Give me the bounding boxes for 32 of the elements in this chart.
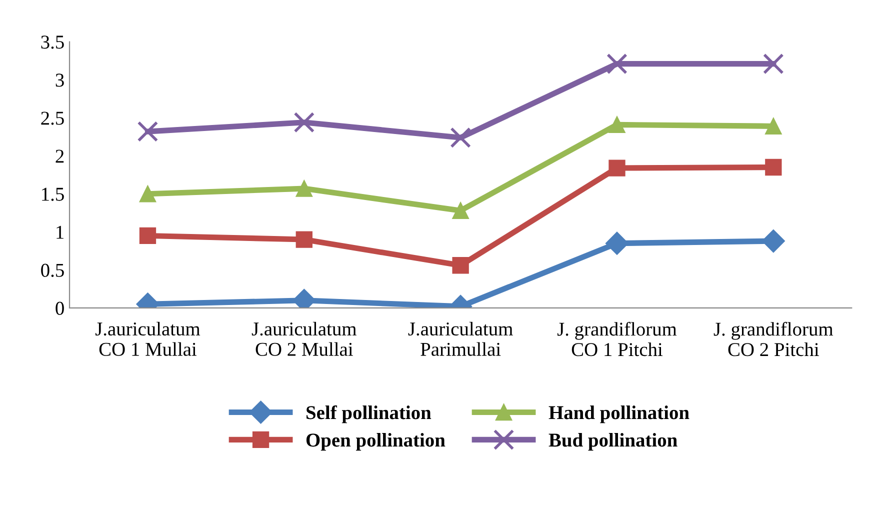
x-tick-label: J.auriculatum CO 2 Mullai: [252, 322, 356, 356]
y-tick-label: 1.5: [42, 188, 64, 201]
point: [139, 186, 156, 202]
y-tick-label: 2: [56, 150, 64, 163]
point: [450, 127, 471, 148]
legend-label: Bud pollination: [548, 433, 678, 451]
y-tick-label: 0: [56, 302, 64, 315]
point: [765, 158, 782, 176]
y-tick-label: 1: [56, 226, 64, 239]
y-tick-label: 0.5: [41, 264, 64, 277]
point: [608, 116, 626, 133]
point: [294, 112, 315, 133]
x-tick-label: J.auriculatum Parimullai: [408, 322, 513, 356]
x-tick-label: J. grandiflorum CO 1 Pitchi: [557, 322, 677, 356]
point: [608, 160, 626, 176]
legend-label: Open pollination: [306, 433, 446, 451]
point: [452, 257, 469, 274]
x-tick-label: J.auriculatum CO 1 Mullai: [95, 322, 200, 356]
point: [296, 231, 312, 248]
x-tick-label: J. grandiflorum CO 2 Pitchi: [714, 322, 834, 356]
y-tick-label: 3.5: [41, 36, 64, 49]
point: [139, 227, 156, 244]
point: [296, 180, 312, 197]
point: [606, 53, 628, 74]
y-tick-label: 2.5: [41, 112, 64, 125]
point: [452, 202, 469, 219]
point: [762, 53, 784, 74]
point: [765, 118, 782, 135]
legend-label: Self pollination: [306, 405, 432, 424]
legend-label: Hand pollination: [548, 406, 690, 424]
point: [137, 121, 158, 142]
y-tick-label: 3: [56, 74, 64, 87]
